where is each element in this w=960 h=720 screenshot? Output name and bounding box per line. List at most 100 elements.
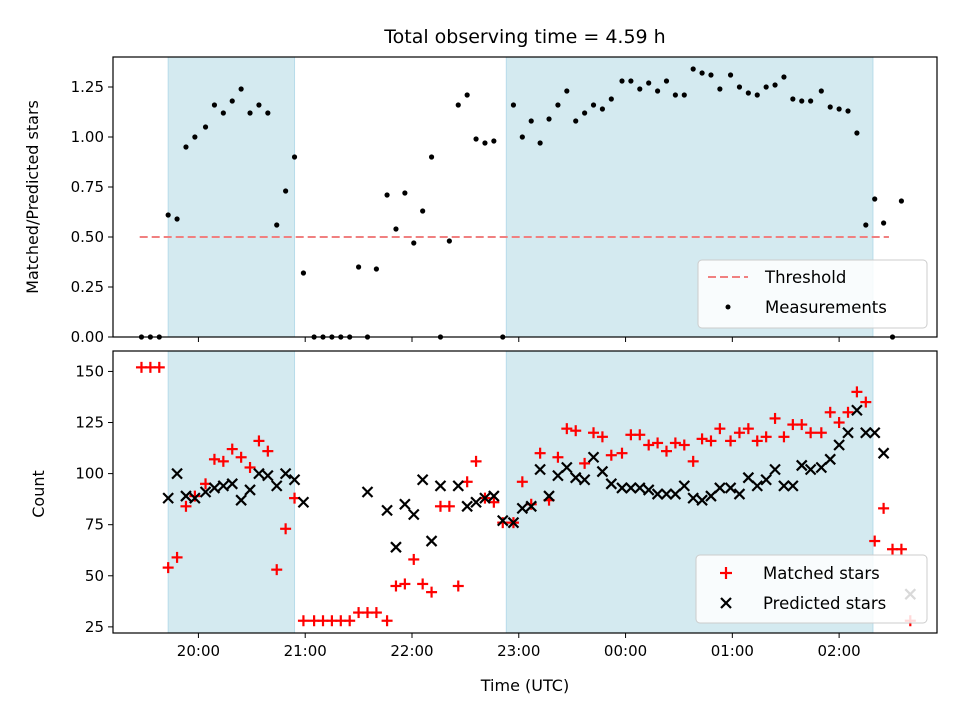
matched-star-point (344, 615, 356, 627)
predicted-star-point (787, 480, 799, 492)
matched-star-point (452, 580, 464, 592)
predicted-star-mark-b (235, 494, 247, 506)
bottom-plot-frame (112, 350, 938, 634)
predicted-star-mark-b (742, 471, 755, 484)
measurement-point (727, 72, 734, 78)
measurement-point (274, 222, 280, 228)
predicted-star-mark-b (787, 480, 799, 492)
measurement-point (808, 98, 814, 104)
predicted-star-point (488, 490, 500, 502)
measurement-point (510, 102, 517, 108)
predicted-star-mark-b (714, 482, 726, 494)
matched-star-point (778, 431, 790, 443)
top-y-tick-label: 0.25 (71, 278, 104, 296)
predicted-star-point (778, 480, 790, 492)
predicted-star-mark-b (815, 461, 828, 474)
matched-star-point (534, 447, 546, 459)
predicted-star-mark-b (262, 469, 274, 482)
top-y-tick-label: 0.75 (71, 178, 104, 196)
predicted-star-mark-b (217, 480, 230, 492)
predicted-star-mark-b (877, 447, 890, 459)
legend-measurements-label: Measurements (765, 298, 887, 317)
predicted-star-point (226, 478, 239, 490)
predicted-star-mark-b (669, 488, 682, 500)
matched-star-point (660, 445, 672, 457)
predicted-star-point (235, 494, 247, 506)
predicted-star-mark-b (381, 504, 393, 517)
predicted-star-point (742, 471, 755, 484)
predicted-star-point (751, 480, 764, 492)
measurement-point (717, 86, 723, 92)
predicted-star-mark-b (561, 461, 573, 474)
measurement-point (608, 96, 614, 102)
predicted-star-point (270, 480, 283, 492)
matched-star-point (162, 562, 174, 574)
predicted-star-mark-b (724, 482, 737, 494)
predicted-star-point (461, 500, 473, 513)
predicted-star-mark-b (616, 482, 628, 494)
legend-matched-label: Matched stars (763, 564, 880, 583)
predicted-star-mark-b (479, 492, 491, 504)
x-tick-label: 00:00 (604, 642, 647, 660)
predicted-star-point (769, 463, 781, 476)
predicted-star-mark-b (860, 426, 872, 439)
matched-star-point (235, 451, 247, 463)
legend-matched-swatch (720, 567, 732, 579)
predicted-star-mark-b (587, 451, 600, 464)
matched-star-point (751, 435, 763, 447)
matched-star-point (561, 423, 573, 435)
predicted-star-mark-b (390, 541, 402, 553)
measurement-point (763, 84, 769, 90)
predicted-star-point (587, 451, 600, 464)
measurement-point (672, 92, 678, 98)
predicted-star-mark-b (569, 471, 582, 484)
measurement-point (555, 102, 561, 108)
predicted-star-point (596, 465, 609, 478)
predicted-star-point (669, 488, 682, 500)
measurement-point (174, 216, 180, 222)
matched-star-point (842, 406, 854, 418)
measurement-point (654, 88, 661, 94)
matched-star-point (696, 433, 708, 445)
matched-star-point (153, 361, 165, 373)
measurement-point (247, 110, 253, 116)
measurement-point (573, 118, 579, 124)
predicted-star-point (561, 461, 573, 474)
matched-star-point (280, 523, 292, 535)
predicted-star-point (297, 496, 310, 508)
top-y-ticks: 0.00 0.25 0.50 0.75 1.00 1.25 (71, 78, 113, 346)
predicted-star-point (833, 439, 845, 451)
matched-star-point (878, 502, 890, 514)
predicted-star-point (162, 492, 174, 504)
predicted-star-mark-b (634, 482, 646, 494)
predicted-star-point (569, 471, 582, 484)
predicted-star-mark-b (733, 488, 746, 500)
predicted-star-point (760, 473, 772, 486)
measurement-point (690, 66, 696, 72)
top-observing-window-1 (167, 56, 296, 338)
bottom-y-tick-label: 25 (85, 618, 104, 636)
predicted-star-point (496, 514, 509, 527)
predicted-star-point (714, 482, 726, 494)
measurement-point (446, 238, 452, 244)
predicted-star-mark-b (769, 463, 781, 476)
measurement-point (599, 106, 606, 112)
matched-star-point (796, 419, 808, 431)
measurement-point (192, 134, 198, 140)
predicted-star-mark-b (208, 482, 221, 494)
predicted-star-point (733, 488, 746, 500)
measurement-point (754, 92, 760, 98)
predicted-star-mark-b (678, 480, 691, 492)
legend-threshold-label: Threshold (764, 268, 846, 287)
legend-predicted-swatch (720, 597, 732, 609)
x-tick-label: 21:00 (284, 642, 327, 660)
measurement-point (229, 98, 235, 104)
predicted-star-point (381, 504, 393, 517)
predicted-star-point (804, 463, 817, 476)
matched-star-point (643, 439, 655, 451)
predicted-star-mark-b (270, 480, 283, 492)
predicted-star-point (815, 461, 828, 474)
predicted-stars-points (162, 404, 917, 600)
measurement-point (238, 86, 244, 92)
predicted-star-point (660, 488, 673, 500)
